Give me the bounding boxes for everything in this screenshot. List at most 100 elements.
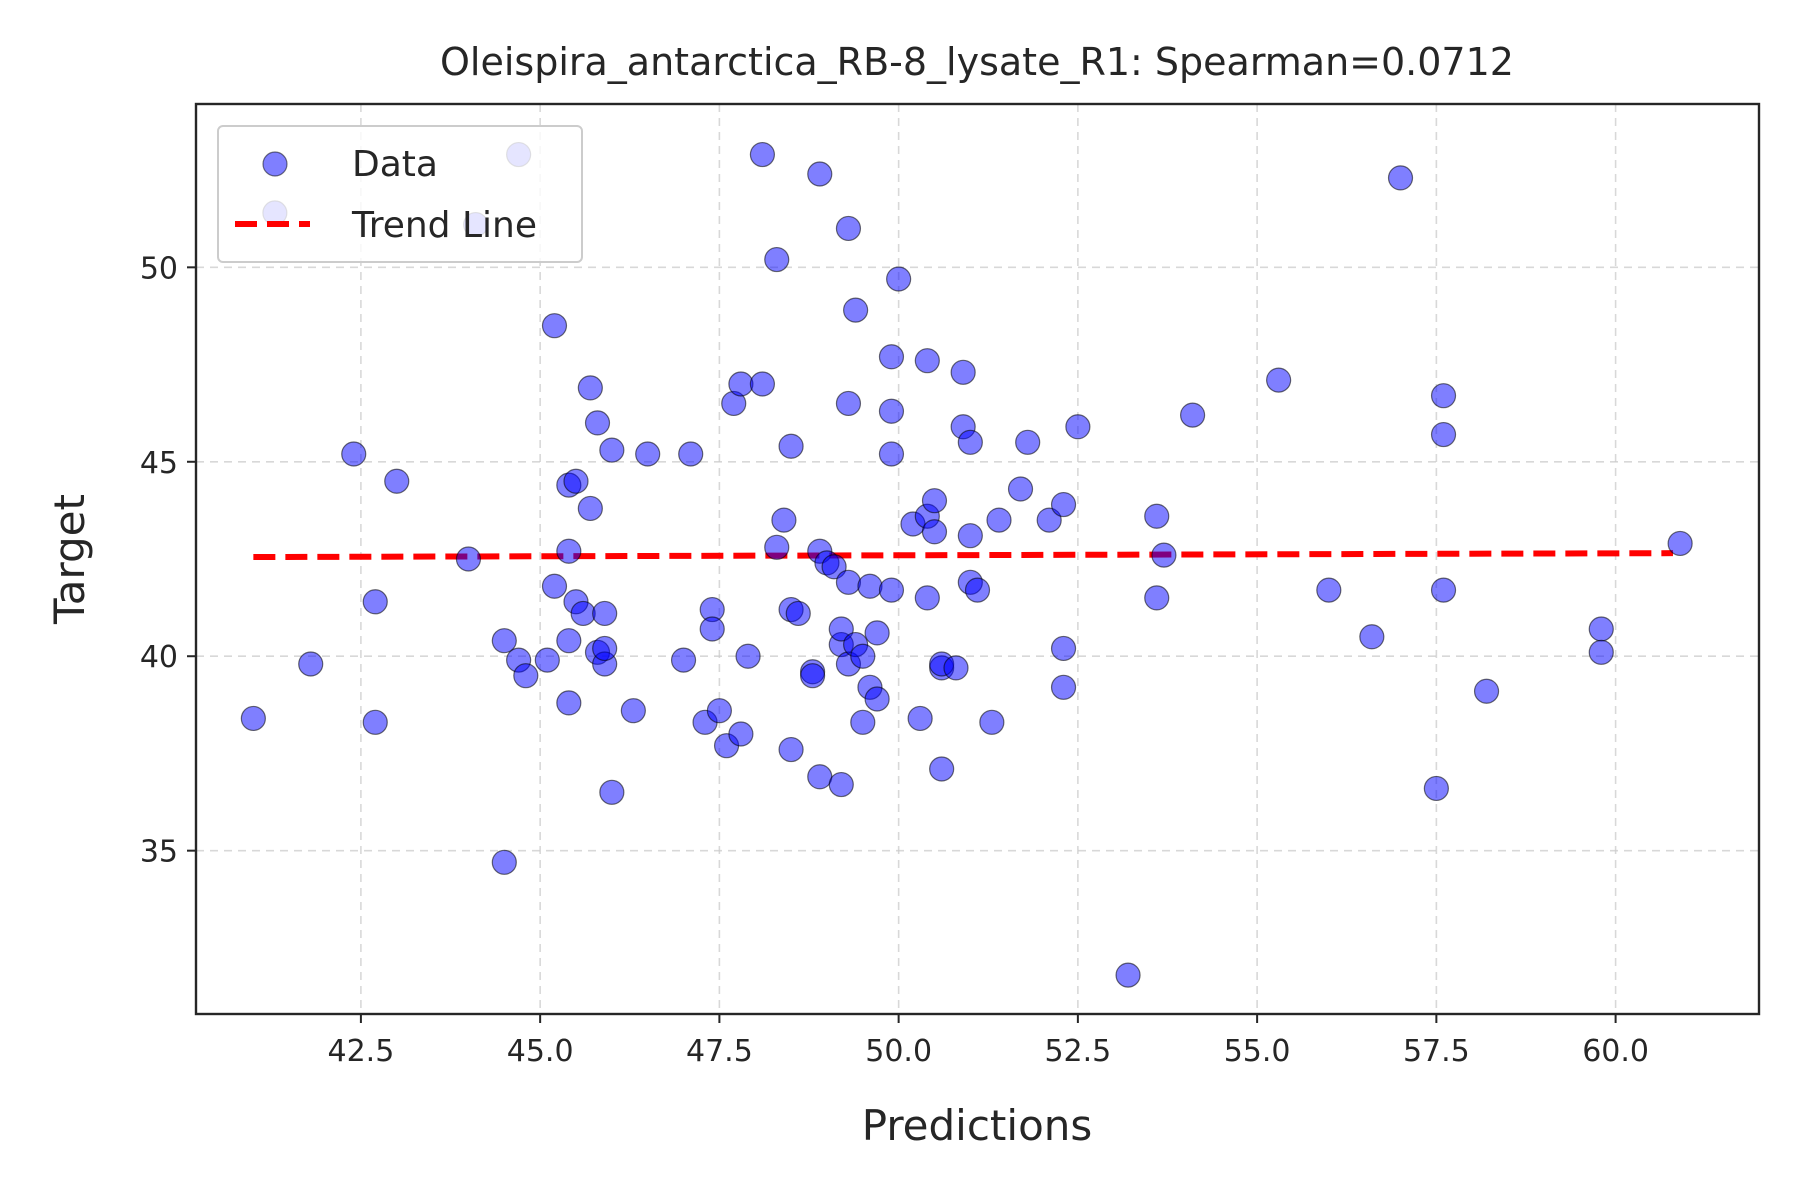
data-point bbox=[821, 554, 847, 580]
data-point bbox=[799, 663, 826, 689]
data-point bbox=[570, 600, 596, 627]
data-point bbox=[921, 519, 948, 545]
data-point bbox=[455, 546, 482, 572]
data-point bbox=[1007, 476, 1034, 502]
x-tick-label: 52.5 bbox=[1044, 1034, 1111, 1069]
data-point bbox=[620, 698, 646, 724]
data-point bbox=[735, 643, 761, 669]
data-point bbox=[706, 698, 732, 724]
data-point bbox=[785, 600, 811, 627]
data-point bbox=[857, 573, 883, 599]
plot-frame bbox=[194, 102, 1761, 1016]
data-point bbox=[850, 643, 876, 669]
data-point bbox=[1667, 530, 1693, 557]
data-point bbox=[577, 375, 603, 401]
data-point bbox=[1430, 383, 1457, 409]
data-point bbox=[699, 616, 725, 642]
data-point bbox=[298, 651, 324, 677]
data-point bbox=[1423, 775, 1449, 802]
data-point bbox=[964, 577, 991, 603]
data-point bbox=[592, 600, 618, 627]
grid-lines bbox=[196, 104, 1759, 1014]
data-point bbox=[678, 441, 704, 467]
legend-data-label: Data bbox=[352, 144, 438, 185]
data-point bbox=[986, 507, 1012, 533]
x-tick-label: 57.5 bbox=[1403, 1034, 1470, 1069]
data-point bbox=[914, 585, 940, 611]
data-point bbox=[778, 736, 804, 763]
data-point bbox=[556, 628, 582, 654]
data-point bbox=[764, 246, 790, 273]
x-tick-label: 55.0 bbox=[1224, 1034, 1291, 1069]
data-point bbox=[534, 647, 560, 673]
data-point bbox=[850, 709, 876, 735]
data-point bbox=[341, 441, 367, 467]
data-point bbox=[878, 577, 905, 603]
data-point bbox=[563, 468, 589, 494]
data-point bbox=[1430, 421, 1457, 448]
legend-box bbox=[217, 125, 583, 263]
data-point bbox=[843, 297, 869, 323]
data-point bbox=[878, 344, 905, 370]
data-point bbox=[362, 589, 388, 615]
data-point bbox=[541, 313, 568, 339]
data-point bbox=[1387, 165, 1414, 191]
data-point bbox=[584, 410, 611, 436]
x-tick-label: 60.0 bbox=[1582, 1034, 1649, 1069]
data-point bbox=[556, 690, 582, 716]
data-point bbox=[728, 371, 754, 397]
data-point bbox=[1179, 402, 1206, 428]
x-tick-label: 47.5 bbox=[686, 1034, 753, 1069]
data-point bbox=[943, 655, 969, 681]
legend-trend-label: Trend Line bbox=[351, 205, 537, 246]
data-point bbox=[828, 616, 854, 642]
chart-title: Oleispira_antarctica_RB-8_lysate_R1: Spe… bbox=[440, 40, 1514, 84]
data-point bbox=[864, 686, 890, 712]
y-axis-label: Target bbox=[45, 494, 94, 625]
x-ticks: 42.5 45.0 47.5 50.0 52.5 55.0 57.5 60.0 bbox=[328, 1014, 1649, 1069]
data-point bbox=[749, 141, 776, 168]
data-point bbox=[1359, 624, 1385, 650]
data-point bbox=[1266, 367, 1292, 393]
data-point bbox=[764, 534, 790, 560]
data-point bbox=[778, 433, 804, 459]
data-point bbox=[957, 523, 983, 549]
data-point bbox=[1115, 962, 1141, 988]
y-ticks: 35 40 45 50 bbox=[140, 251, 196, 870]
data-point bbox=[835, 215, 862, 242]
data-point bbox=[957, 429, 983, 455]
data-point bbox=[807, 161, 833, 187]
data-point bbox=[828, 771, 854, 798]
y-tick-label: 40 bbox=[140, 640, 178, 675]
data-point bbox=[878, 441, 905, 467]
x-axis-label: Predictions bbox=[862, 1101, 1093, 1150]
data-point bbox=[1050, 635, 1077, 662]
trend-line bbox=[253, 550, 1673, 561]
y-tick-label: 45 bbox=[140, 446, 178, 481]
data-point bbox=[907, 705, 933, 732]
data-point bbox=[835, 390, 862, 417]
legend: Data Trend Line bbox=[217, 125, 583, 263]
data-point bbox=[599, 437, 625, 463]
data-point bbox=[491, 628, 517, 654]
data-point bbox=[914, 348, 940, 374]
data-point bbox=[749, 371, 776, 397]
data-point bbox=[979, 709, 1005, 735]
data-point bbox=[1015, 429, 1041, 455]
x-tick-label: 50.0 bbox=[865, 1034, 932, 1069]
data-point bbox=[835, 569, 862, 595]
data-points bbox=[240, 141, 1693, 988]
data-point bbox=[1588, 639, 1614, 665]
data-point bbox=[950, 359, 976, 385]
data-point bbox=[1036, 507, 1062, 533]
data-point bbox=[577, 495, 603, 522]
data-point bbox=[513, 663, 539, 689]
y-tick-label: 50 bbox=[140, 251, 178, 286]
data-point bbox=[240, 705, 266, 732]
data-point bbox=[864, 620, 890, 646]
data-point bbox=[1316, 577, 1342, 603]
data-point bbox=[771, 507, 797, 533]
data-point bbox=[878, 398, 905, 424]
data-point bbox=[1144, 585, 1170, 611]
x-tick-label: 42.5 bbox=[328, 1034, 395, 1069]
